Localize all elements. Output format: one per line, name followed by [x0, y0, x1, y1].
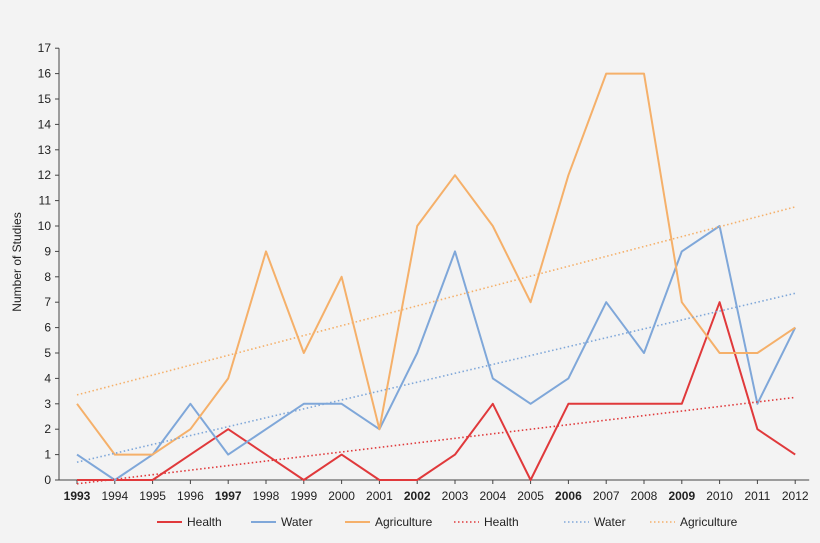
y-tick-label: 17: [38, 41, 52, 55]
x-tick-label: 2006: [555, 489, 582, 503]
y-tick-label: 14: [38, 117, 52, 131]
series-health-line: [77, 301, 796, 481]
x-tick-label: 2009: [668, 489, 695, 503]
y-tick-label: 9: [44, 244, 51, 258]
y-tick-label: 4: [44, 371, 51, 385]
series-water-trendline: [76, 292, 796, 463]
x-tick-label: 2007: [593, 489, 620, 503]
x-tick-label: 2001: [366, 489, 393, 503]
x-tick-label: 2005: [517, 489, 544, 503]
x-tick-label: 2003: [442, 489, 469, 503]
x-tick-label: 2004: [479, 489, 506, 503]
x-tick-label: 1996: [177, 489, 204, 503]
y-tick-label: 16: [38, 67, 52, 81]
x-tick-label: 1997: [215, 489, 242, 503]
x-tick-label: 1998: [253, 489, 280, 503]
x-tick-label: 2011: [744, 489, 770, 503]
series-layer: [76, 72, 797, 485]
y-tick-label: 10: [38, 219, 52, 233]
x-tick-label: 2012: [782, 489, 809, 503]
series-health-trendline: [76, 396, 796, 485]
y-tick-label: 0: [44, 473, 51, 487]
legend-label: Water: [594, 515, 626, 529]
legend-label: Agriculture: [680, 515, 738, 529]
x-tick-label: 1999: [290, 489, 317, 503]
y-axis-label: Number of Studies: [10, 212, 24, 311]
y-tick-label: 11: [39, 194, 52, 208]
y-tick-label: 1: [44, 448, 51, 462]
legend-label: Water: [281, 515, 313, 529]
x-tick-label: 2002: [404, 489, 431, 503]
y-tick-label: 12: [38, 168, 52, 182]
y-tick-label: 8: [44, 270, 51, 284]
x-axis: 1993 1994 1995 1996 1997 1998 1999 2000 2001 2002…: [59, 479, 810, 503]
legend-label: Agriculture: [375, 515, 433, 529]
legend: Health Water Agriculture Health Water Agricul…: [157, 515, 738, 529]
y-tick-label: 3: [44, 397, 51, 411]
legend-label: Health: [187, 515, 222, 529]
x-tick-label: 1995: [139, 489, 166, 503]
x-tick-label: 2000: [328, 489, 355, 503]
x-tick-label: 1993: [64, 489, 91, 503]
x-tick-label: 1994: [101, 489, 128, 503]
y-tick-label: 13: [38, 143, 52, 157]
x-tick-label: 2008: [631, 489, 658, 503]
y-tick-label: 7: [44, 295, 51, 309]
y-tick-label: 6: [44, 321, 51, 335]
series-agriculture-line: [76, 72, 796, 456]
y-tick-label: 5: [44, 346, 51, 360]
series-water-line: [76, 225, 797, 481]
y-tick-label: 2: [44, 422, 51, 436]
legend-label: Health: [484, 515, 519, 529]
y-tick-label: 15: [38, 92, 52, 106]
x-tick-label: 2010: [706, 489, 733, 503]
